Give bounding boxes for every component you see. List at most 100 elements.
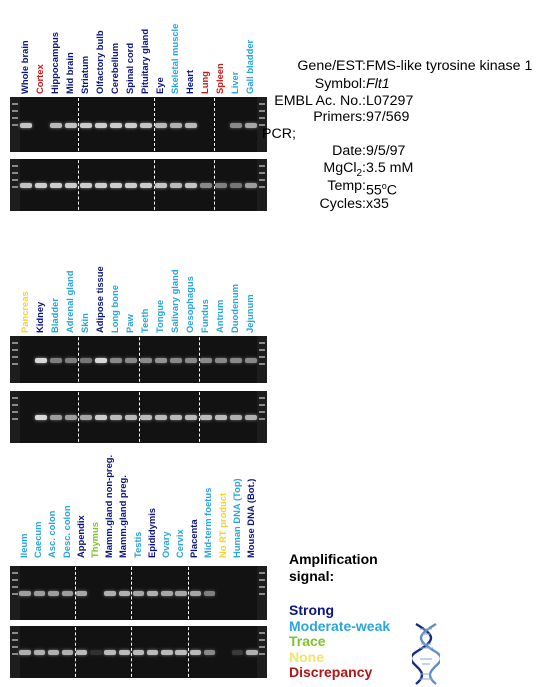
gel-band xyxy=(64,415,77,420)
gene-value: FMS-like tyrosine kinase 1 xyxy=(366,58,533,74)
legend-item: Moderate-weak xyxy=(289,617,391,634)
gel-image-3b xyxy=(10,622,267,682)
gel-band xyxy=(34,183,47,188)
gel-band xyxy=(104,650,116,655)
ladder-band xyxy=(12,186,18,188)
ladder-band xyxy=(259,572,265,574)
gel-band xyxy=(49,357,62,363)
pcr-label: PCR; xyxy=(262,126,296,142)
gel-band xyxy=(245,183,258,188)
lane-separator xyxy=(153,155,155,215)
gel-band xyxy=(155,415,168,420)
legend-items: Strong Moderate-weak Trace None Discrepancy xyxy=(289,602,391,681)
gel-band xyxy=(161,650,173,655)
temp-label: Temp: xyxy=(327,178,366,194)
gel-band xyxy=(124,183,137,188)
lane-label: No RT product xyxy=(216,492,228,558)
lane-label: Desc. colon xyxy=(60,505,72,558)
primers-label: Primers: xyxy=(313,109,366,125)
ladder-band xyxy=(12,124,18,126)
ladder-band xyxy=(259,186,265,188)
ladder-band xyxy=(259,411,265,413)
embl-value: L07297 xyxy=(366,93,414,109)
gel-band xyxy=(246,650,258,655)
lane-label: Cervix xyxy=(174,529,186,558)
lane-labels-3: Ileum Caecum Asc. colon Desc. colon Appendix… xyxy=(0,0,264,558)
temp-value-sup: o xyxy=(381,181,387,191)
gel-band xyxy=(140,415,153,420)
gel-band xyxy=(19,183,32,188)
gel-band xyxy=(90,650,102,655)
amplification-legend: Amplification signal: Strong Moderate-wea… xyxy=(289,551,390,681)
ladder-band xyxy=(12,632,18,634)
gel-band xyxy=(47,591,60,596)
lane-label: Mamm.gland preg. xyxy=(117,475,129,558)
lane-separator xyxy=(138,387,140,447)
gel-band xyxy=(200,415,213,420)
gel-band xyxy=(185,357,198,363)
primers-value: 97/569 xyxy=(366,109,410,125)
gel-band xyxy=(245,415,258,420)
gel-band xyxy=(185,183,198,188)
gel-band xyxy=(147,650,159,655)
mgcl-label-main: MgCl xyxy=(323,160,357,176)
ladder-band xyxy=(12,586,18,588)
embl-label: EMBL Ac. No.: xyxy=(274,93,366,109)
lane-separator xyxy=(78,155,80,215)
gel-band xyxy=(230,415,243,420)
gel-band xyxy=(245,122,258,128)
gel-band xyxy=(64,122,77,128)
gel-band xyxy=(109,122,122,128)
gel-band xyxy=(34,357,47,363)
mgcl-value: 3.5 mM xyxy=(366,160,414,176)
gel-band xyxy=(49,183,62,188)
legend-item: Discrepancy xyxy=(289,664,373,680)
ladder-band xyxy=(259,117,265,119)
ladder-band xyxy=(12,110,18,112)
gel-band xyxy=(76,591,88,596)
gel-band xyxy=(34,415,47,420)
ladder-band xyxy=(259,110,265,112)
gel-band xyxy=(109,357,122,363)
gel-band xyxy=(19,650,31,655)
gel-band xyxy=(185,122,198,128)
gel-band xyxy=(155,357,168,363)
gel-image-2a xyxy=(10,332,267,387)
gel-band xyxy=(189,650,201,655)
gel-edge xyxy=(10,159,20,211)
gel-band xyxy=(79,122,92,128)
gel-band xyxy=(132,650,145,655)
lane-label: Appendix xyxy=(74,515,86,558)
ladder-band xyxy=(259,124,265,126)
pcr-info: Gene/EST: FMS-like tyrosine kinase 1 Sym… xyxy=(262,58,552,248)
symbol-label: Symbol: xyxy=(314,76,366,92)
gel-band xyxy=(147,591,159,596)
gel-band xyxy=(203,650,216,655)
legend-item: None xyxy=(289,648,324,665)
gel-band xyxy=(64,357,77,363)
gel-image-1a xyxy=(10,93,267,156)
ladder-band xyxy=(12,349,18,351)
ladder-band xyxy=(12,356,18,358)
ladder-band xyxy=(12,579,18,581)
gel-edge xyxy=(10,391,20,443)
ladder-band xyxy=(259,593,265,595)
gel-band xyxy=(49,122,62,128)
ladder-band xyxy=(12,165,18,167)
gel-band xyxy=(124,415,137,420)
gel-band xyxy=(94,122,107,128)
gel-band xyxy=(230,357,243,363)
ladder-band xyxy=(259,342,265,344)
ladder-band xyxy=(12,397,18,399)
temp-value: 55oC xyxy=(366,178,397,200)
ladder-band xyxy=(12,646,18,648)
gel-band xyxy=(170,415,183,420)
ladder-band xyxy=(259,418,265,420)
ladder-band xyxy=(12,653,18,655)
lane-label: Human DNA (Top) xyxy=(230,478,242,558)
legend-title-line2: signal: xyxy=(289,568,335,584)
lane-label: Ovary xyxy=(159,531,171,558)
gel-band xyxy=(109,183,122,188)
gel-band xyxy=(64,183,77,188)
gel-band xyxy=(200,183,213,188)
